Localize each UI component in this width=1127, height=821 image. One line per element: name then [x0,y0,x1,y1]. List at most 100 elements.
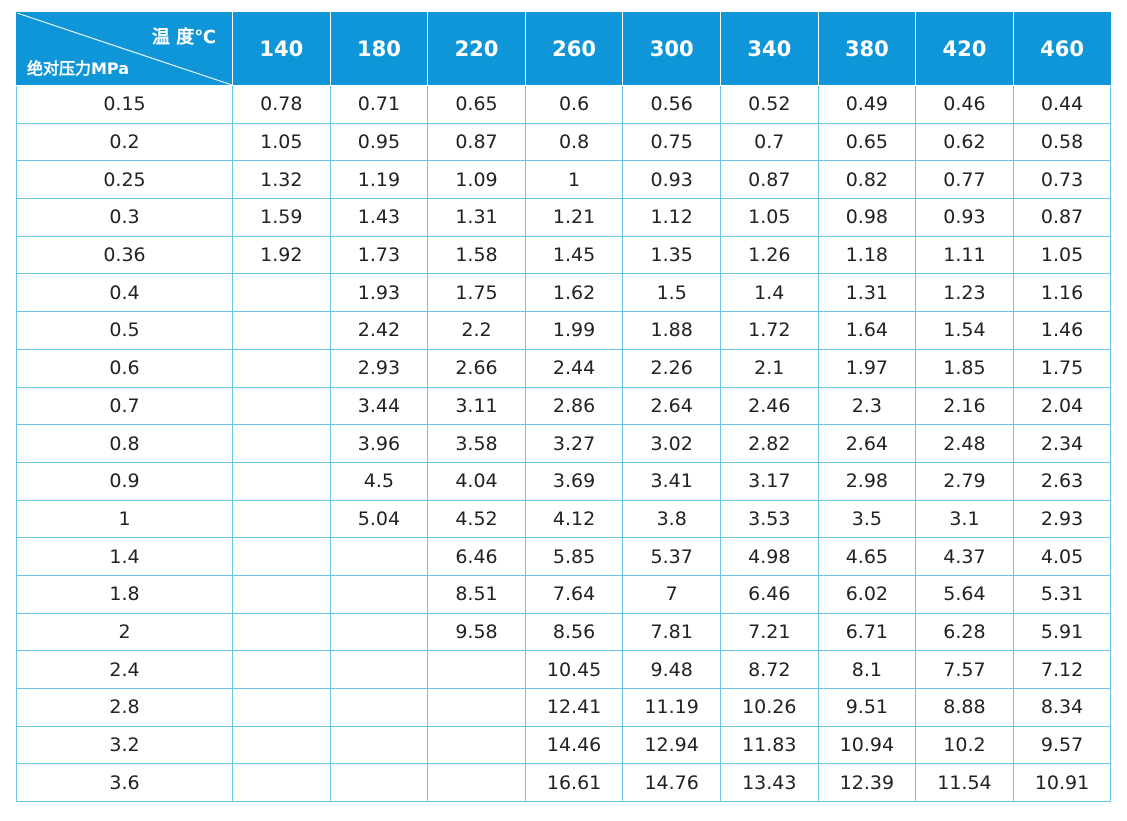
value-cell: 2.93 [329,348,429,388]
table-row: 1.8 8.51 7.64 7 6.46 6.02 5.64 5.31 [16,574,1112,614]
table-row: 0.7 3.44 3.11 2.86 2.64 2.46 2.3 2.16 2.04 [16,386,1112,426]
value-cell: 0.7 [719,122,819,162]
value-cell: 3.8 [622,499,721,539]
value-cell: 3.53 [719,499,819,539]
value-cell: 2.82 [719,424,819,463]
value-cell: 2.64 [622,386,721,426]
table-row: 0.15 0.78 0.71 0.65 0.6 0.56 0.52 0.49 0.46 0.44 [16,85,1112,124]
pressure-cell: 0.4 [16,273,233,313]
value-cell [427,763,526,803]
value-cell: 1.73 [329,235,429,275]
value-cell: 11.19 [622,688,721,727]
value-cell: 10.2 [915,725,1014,765]
value-cell [329,650,429,689]
table-row: 0.2 1.05 0.95 0.87 0.8 0.75 0.7 0.65 0.62 0.58 [16,122,1112,162]
value-cell: 2.46 [719,386,819,426]
value-cell: 3.5 [817,499,917,539]
value-cell: 1.09 [427,160,526,200]
value-cell: 5.37 [622,537,721,576]
table-row: 2 9.58 8.56 7.81 7.21 6.71 6.28 5.91 [16,612,1112,652]
value-cell: 5.64 [915,574,1014,614]
value-cell [232,461,331,501]
value-cell: 0.49 [817,85,917,124]
pressure-cell: 0.36 [16,235,233,275]
value-cell: 3.69 [524,461,624,501]
value-cell [329,612,429,652]
value-cell: 1.43 [329,198,429,237]
value-cell: 2.64 [817,424,917,463]
value-cell [232,725,331,765]
value-cell [329,574,429,614]
value-cell: 1.11 [915,235,1014,275]
value-cell: 1.45 [524,235,624,275]
value-cell: 2.34 [1012,424,1112,463]
table-row: 0.4 1.93 1.75 1.62 1.5 1.4 1.31 1.23 1.16 [16,273,1112,313]
value-cell: 1.05 [232,122,331,162]
value-cell: 1.75 [427,273,526,313]
table-row: 0.8 3.96 3.58 3.27 3.02 2.82 2.64 2.48 2.34 [16,424,1112,463]
temperature-header-cell: 420 [915,12,1014,86]
corner-header-cell: 温 度℃ 绝对压力MPa [16,12,233,86]
value-cell: 10.26 [719,688,819,727]
value-cell: 10.91 [1012,763,1112,803]
temperature-header-cell: 220 [427,12,526,86]
value-cell [427,725,526,765]
value-cell: 0.93 [915,198,1014,237]
temperature-header-cell: 180 [329,12,429,86]
value-cell: 2.79 [915,461,1014,501]
value-cell: 11.83 [719,725,819,765]
value-cell: 7.81 [622,612,721,652]
temperature-header-cell: 340 [719,12,819,86]
value-cell: 6.71 [817,612,917,652]
pressure-cell: 3.6 [16,763,233,803]
value-cell: 2.3 [817,386,917,426]
pressure-cell: 2.4 [16,650,233,689]
table-row: 0.25 1.32 1.19 1.09 1 0.93 0.87 0.82 0.77 0.73 [16,160,1112,200]
value-cell: 1.21 [524,198,624,237]
value-cell [427,688,526,727]
value-cell: 0.46 [915,85,1014,124]
value-cell: 3.44 [329,386,429,426]
value-cell: 0.87 [427,122,526,162]
value-cell: 12.39 [817,763,917,803]
value-cell: 10.94 [817,725,917,765]
table-row: 1 5.04 4.52 4.12 3.8 3.53 3.5 3.1 2.93 [16,499,1112,539]
density-table-container: 温 度℃ 绝对压力MPa 140 180 220 260 300 340 380 420 460… [16,12,1112,803]
value-cell: 9.48 [622,650,721,689]
value-cell: 9.51 [817,688,917,727]
value-cell: 1.31 [817,273,917,313]
value-cell: 3.1 [915,499,1014,539]
value-cell: 4.12 [524,499,624,539]
value-cell [232,499,331,539]
value-cell: 13.43 [719,763,819,803]
table-row: 0.36 1.92 1.73 1.58 1.45 1.35 1.26 1.18 1.11 1.05 [16,235,1112,275]
table-row: 0.5 2.42 2.2 1.99 1.88 1.72 1.64 1.54 1.46 [16,311,1112,350]
value-cell: 7.64 [524,574,624,614]
value-cell: 4.52 [427,499,526,539]
value-cell: 1.54 [915,311,1014,350]
pressure-cell: 1.8 [16,574,233,614]
value-cell [232,574,331,614]
value-cell: 4.98 [719,537,819,576]
temperature-header-cell: 460 [1012,12,1112,86]
pressure-cell: 0.8 [16,424,233,463]
value-cell: 1.32 [232,160,331,200]
value-cell: 4.5 [329,461,429,501]
value-cell: 0.87 [1012,198,1112,237]
value-cell: 8.34 [1012,688,1112,727]
header-row: 温 度℃ 绝对压力MPa 140 180 220 260 300 340 380 420 460 [16,12,1112,86]
value-cell: 3.17 [719,461,819,501]
value-cell: 6.28 [915,612,1014,652]
value-cell: 5.91 [1012,612,1112,652]
value-cell: 0.56 [622,85,721,124]
pressure-cell: 1 [16,499,233,539]
value-cell: 4.05 [1012,537,1112,576]
value-cell: 0.73 [1012,160,1112,200]
value-cell: 1.62 [524,273,624,313]
value-cell: 4.65 [817,537,917,576]
value-cell: 8.1 [817,650,917,689]
value-cell: 1.12 [622,198,721,237]
pressure-cell: 2 [16,612,233,652]
value-cell: 0.62 [915,122,1014,162]
value-cell: 0.95 [329,122,429,162]
